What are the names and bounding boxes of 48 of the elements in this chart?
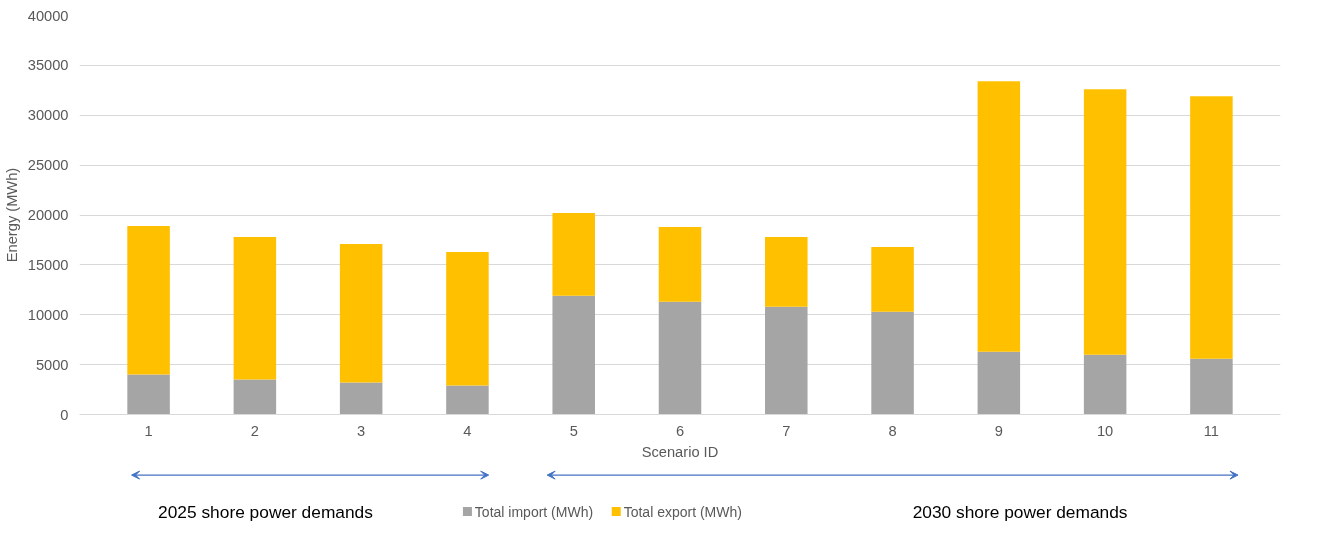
y-tick-label: 20000	[27, 207, 69, 223]
x-tick-label: 5	[569, 422, 578, 439]
bar	[339, 382, 383, 415]
x-tick-label: 2	[250, 422, 259, 439]
bar	[127, 225, 170, 375]
bar	[233, 236, 277, 380]
text: 2025 shore power demands	[158, 501, 374, 522]
bar	[339, 243, 383, 383]
y-tick-label: 0	[60, 406, 69, 423]
bar	[977, 351, 1021, 415]
bar	[658, 301, 702, 415]
bar	[1190, 358, 1233, 415]
bar	[765, 306, 808, 415]
x-tick-label: 6	[675, 422, 685, 439]
x-tick-label: 1	[144, 422, 153, 439]
legend-label: Total export (MWh)	[623, 503, 742, 520]
bar	[233, 379, 277, 415]
x-tick-label: 9	[994, 422, 1003, 439]
x-tick-label: 7	[782, 422, 791, 439]
legend-label: Total import (MWh)	[474, 503, 594, 520]
y-tick-label: 40000	[27, 7, 69, 24]
x-tick-label: 8	[888, 422, 897, 439]
y-tick-label: 25000	[27, 157, 69, 174]
bar	[1083, 354, 1127, 415]
text: 2030 shore power demands	[912, 501, 1128, 522]
bar	[552, 213, 595, 296]
y-axis-title: Energy (MWh)	[3, 167, 20, 263]
bar	[446, 251, 489, 386]
x-tick-label: 3	[357, 422, 366, 439]
y-tick-label: 10000	[27, 306, 69, 323]
bar	[977, 81, 1021, 352]
bar	[446, 385, 489, 415]
bar	[871, 246, 914, 312]
bar	[1190, 96, 1233, 359]
x-tick-label: 11	[1203, 422, 1220, 439]
x-axis-title: Scenario ID	[641, 443, 719, 460]
bar	[658, 226, 702, 302]
y-tick-label: 5000	[35, 356, 69, 373]
bar	[765, 236, 808, 307]
bar	[1083, 89, 1127, 355]
y-tick-label: 35000	[27, 57, 69, 74]
x-tick-label: 10	[1096, 422, 1114, 439]
x-tick-label: 4	[463, 422, 472, 439]
bar	[871, 311, 914, 415]
y-tick-label: 15000	[27, 256, 69, 273]
y-tick-label: 30000	[27, 107, 69, 124]
bar	[552, 295, 595, 415]
bar	[127, 374, 170, 415]
